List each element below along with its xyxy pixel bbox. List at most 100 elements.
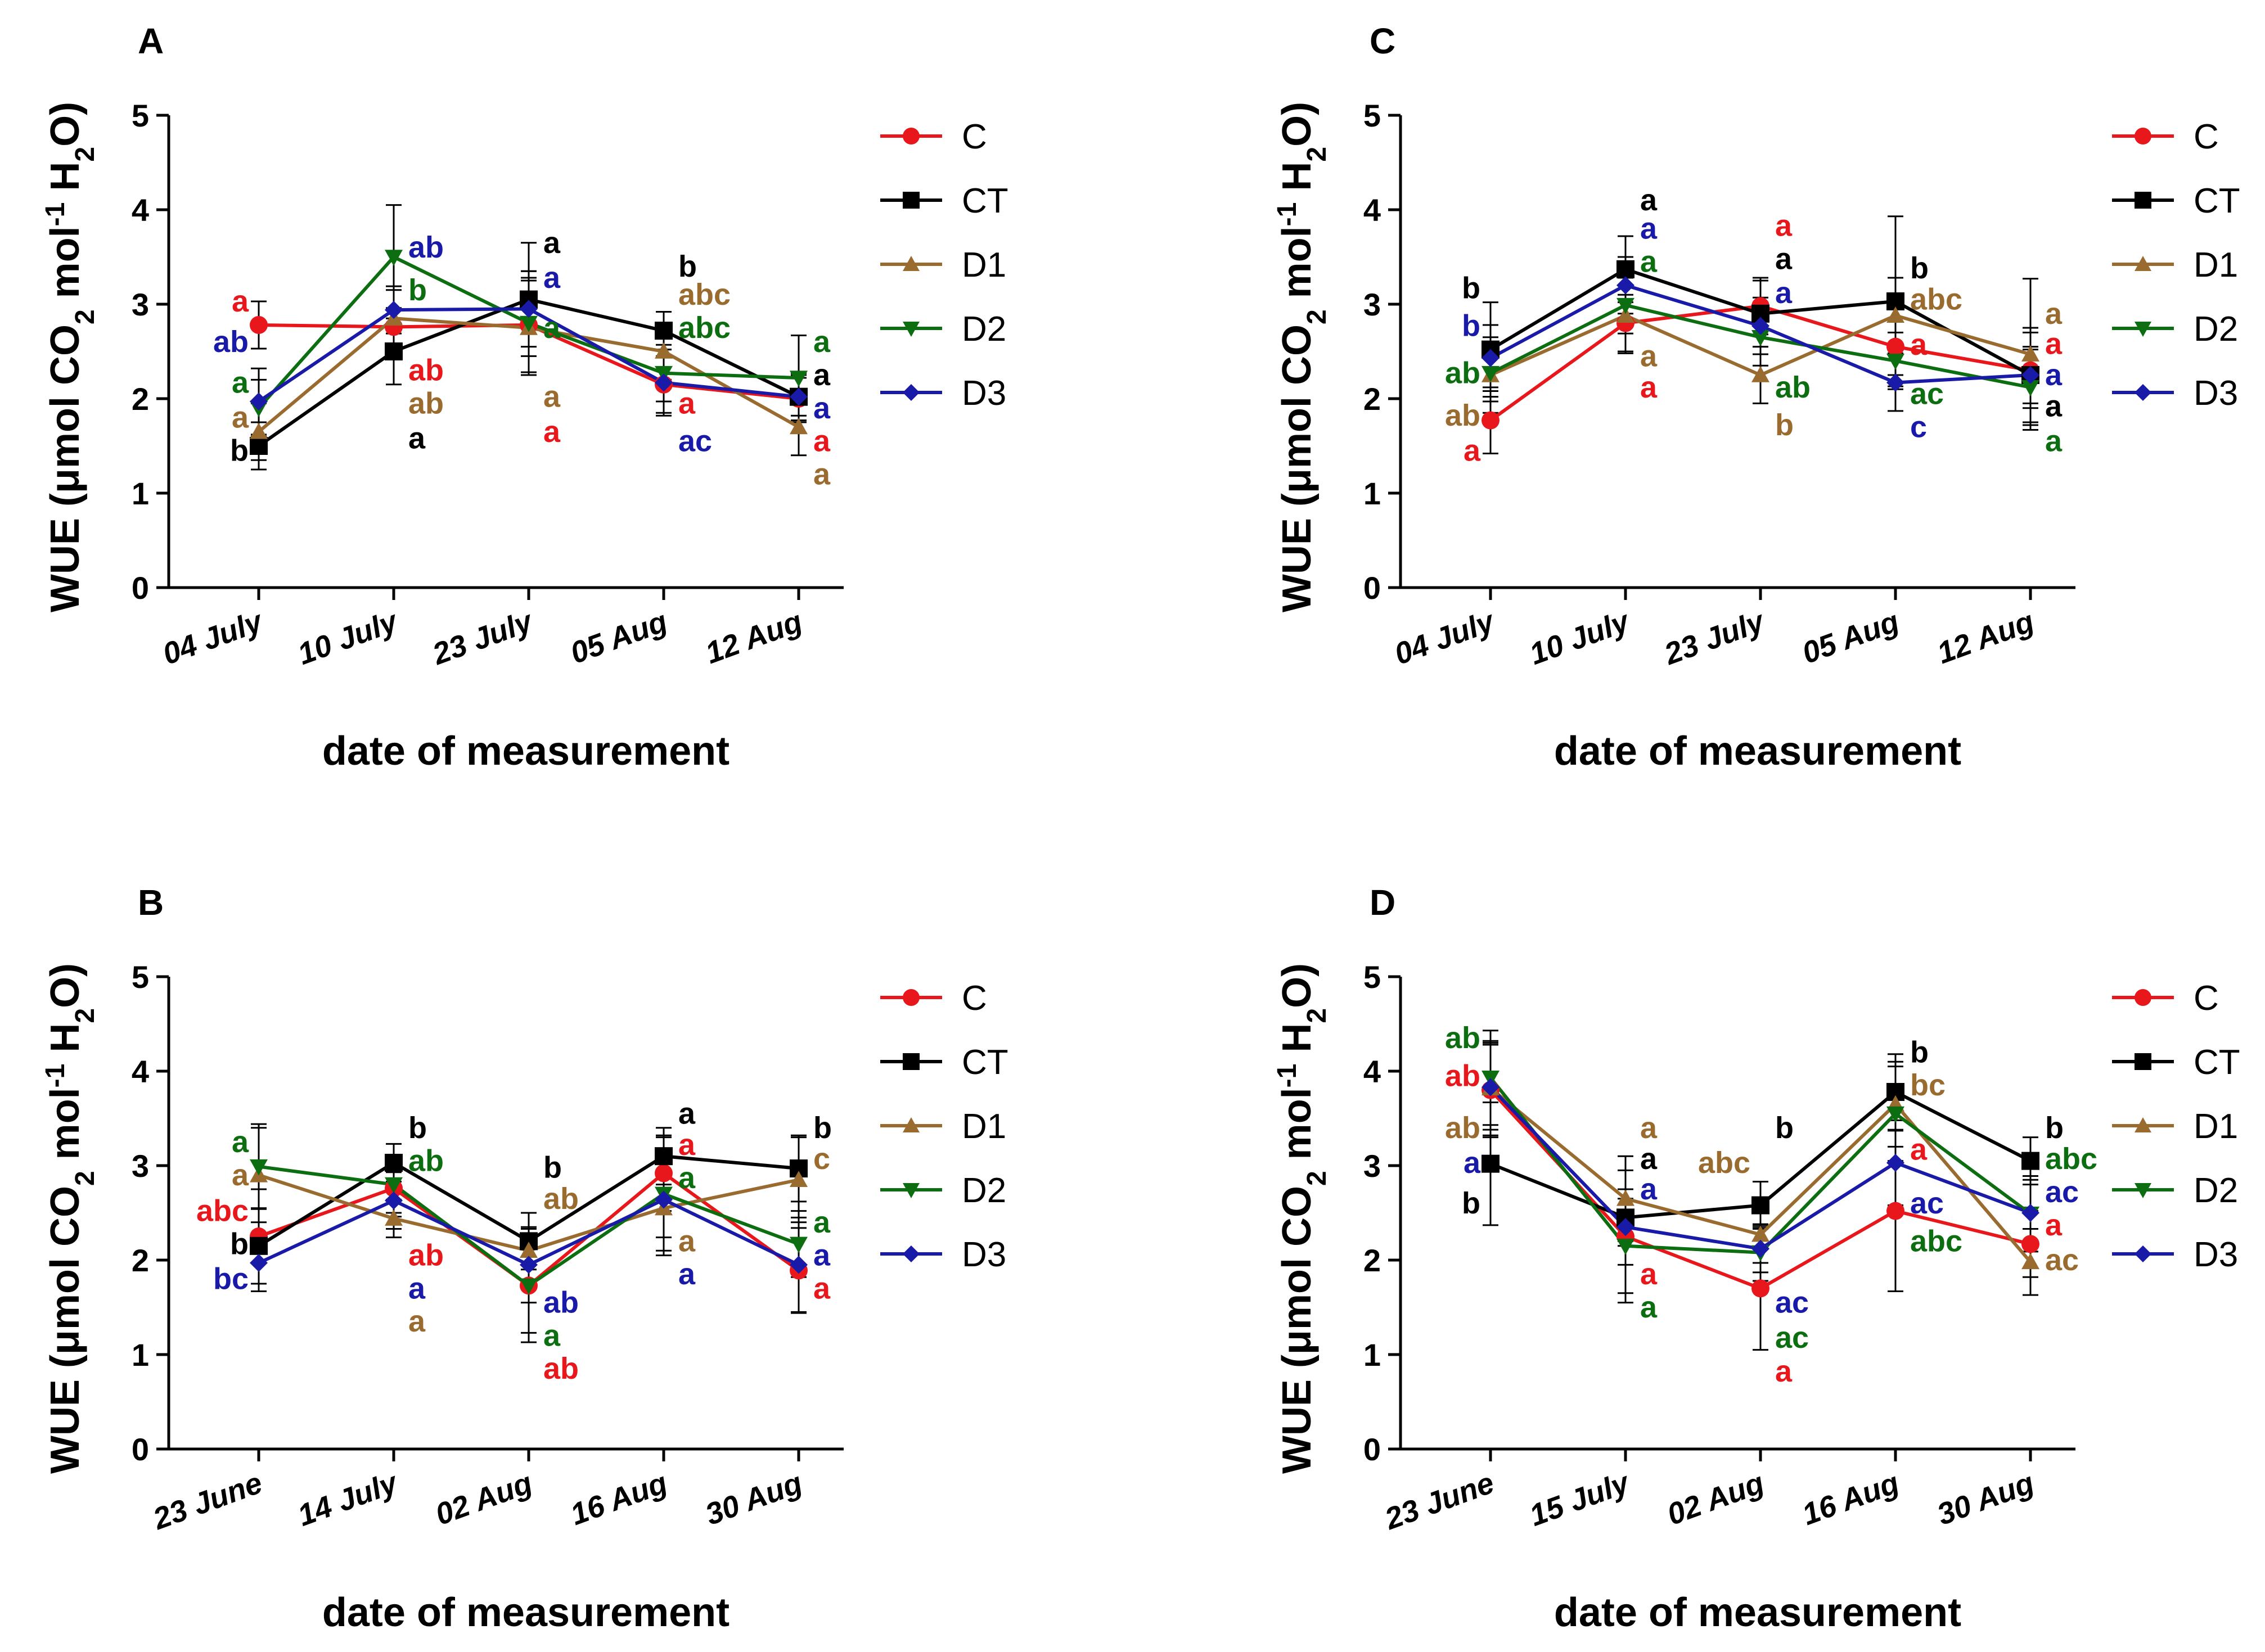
significance-label: a (543, 415, 561, 449)
legend-label: D1 (962, 246, 1006, 285)
significance-label: a (813, 1239, 831, 1272)
significance-label: a (1775, 209, 1793, 243)
y-tick-label: 1 (132, 476, 149, 511)
significance-label: a (543, 380, 561, 414)
legend-marker (903, 384, 920, 401)
data-point-d2 (250, 1159, 268, 1176)
legend-label: D1 (2194, 1107, 2238, 1146)
x-axis-title: date of measurement (1554, 729, 1961, 774)
significance-label: a (2045, 1208, 2063, 1242)
x-tick-label: 10 July (1525, 604, 1635, 671)
y-tick-label: 0 (132, 570, 149, 606)
data-point-ct (1751, 1196, 1769, 1215)
data-point-d1 (1751, 366, 1769, 382)
data-point-d2 (520, 315, 538, 332)
data-point-d3 (2021, 1204, 2039, 1222)
y-axis-title-part: -1 (1272, 1064, 1302, 1088)
data-point-c (1886, 337, 1904, 356)
data-point-d1 (1616, 306, 1634, 323)
significance-label: a (232, 401, 249, 435)
data-point-d3 (1616, 1218, 1634, 1236)
legend-label: CT (962, 1043, 1008, 1082)
significance-label: a (408, 1305, 426, 1338)
significance-label: a (813, 391, 831, 425)
legend-marker (2135, 989, 2151, 1006)
significance-label: ac (1775, 1286, 1809, 1320)
y-axis-title-part: μ (1275, 1330, 1320, 1355)
data-point-c (2021, 1235, 2039, 1253)
x-tick-label: 04 July (159, 604, 268, 671)
data-point-ct (250, 437, 268, 455)
significance-label: a (543, 226, 561, 260)
significance-label: ab (1445, 1059, 1480, 1093)
y-axis-title-part: 2 (1302, 309, 1332, 324)
data-point-c (1886, 1202, 1904, 1220)
legend-marker (2135, 256, 2151, 271)
y-tick-label: 4 (132, 192, 149, 228)
y-tick-label: 1 (132, 1337, 149, 1373)
legend-label: D2 (2194, 1171, 2238, 1210)
legend-marker (903, 1183, 920, 1198)
y-axis-title: WUE (μmol CO2 mol-1 H2O) (40, 963, 100, 1474)
significance-label: bc (1910, 1068, 1946, 1102)
x-tick-label: 12 Aug (1933, 604, 2038, 670)
y-axis-title-part: WUE ( (1275, 493, 1320, 612)
significance-label: a (1910, 1132, 1928, 1166)
data-point-d1 (790, 418, 808, 435)
x-tick-label: 10 July (294, 604, 403, 671)
y-tick-label: 5 (1363, 98, 1381, 133)
y-tick-label: 5 (1363, 959, 1381, 995)
legend-marker (903, 192, 920, 209)
y-tick-label: 4 (132, 1054, 149, 1089)
significance-label: a (813, 325, 831, 359)
significance-label: abc (2045, 1142, 2097, 1176)
data-point-d3 (790, 387, 808, 406)
legend-label: CT (2194, 1043, 2240, 1082)
y-axis-title-part: 2 (70, 309, 100, 324)
significance-label: c (1910, 410, 1927, 444)
data-point-d1 (655, 342, 673, 359)
data-point-d1 (790, 1171, 808, 1187)
data-point-d1 (1751, 1225, 1769, 1242)
y-tick-label: 4 (1363, 192, 1381, 228)
data-point-ct (1482, 1154, 1500, 1173)
data-point-d2 (790, 1236, 808, 1253)
data-point-c (1482, 411, 1500, 430)
chart-panel-a: A WUE (μmol CO2 mol-1 H2O) 0 1 2 3 4 5 04 July 10… (0, 0, 1114, 776)
x-axis-title: date of measurement (1554, 1590, 1961, 1635)
data-point-ct (2021, 1152, 2039, 1170)
significance-label: ab (1445, 1111, 1480, 1145)
data-point-d3 (1886, 1153, 1904, 1172)
data-point-c (1751, 1279, 1769, 1298)
legend-marker (2135, 1245, 2151, 1262)
significance-label: b (408, 273, 427, 307)
significance-label: a (1640, 339, 1658, 373)
data-point-d3 (790, 1256, 808, 1274)
y-axis-title-part: WUE ( (1275, 1355, 1320, 1474)
significance-label: abc (1910, 1224, 1962, 1258)
data-point-d3 (385, 1191, 403, 1210)
significance-label: a (678, 1097, 696, 1131)
data-point-d3 (250, 392, 268, 411)
data-point-d2 (385, 1177, 403, 1194)
significance-label: ac (1775, 1321, 1809, 1355)
y-axis-title-part: 2 (70, 1008, 100, 1023)
x-tick-label: 12 Aug (701, 604, 807, 670)
y-axis-title-part: mol (43, 1087, 88, 1171)
legend-label: C (962, 118, 987, 156)
data-point-d2 (520, 1278, 538, 1295)
significance-label: b (230, 434, 249, 467)
significance-label: a (2045, 327, 2063, 361)
data-point-d2 (2021, 380, 2039, 396)
y-axis-title-part: μ (43, 1330, 88, 1355)
data-point-c (250, 315, 268, 334)
data-point-d2 (385, 250, 403, 266)
x-axis-title: date of measurement (322, 1590, 730, 1635)
significance-label: a (1775, 1355, 1793, 1388)
significance-label: a (232, 285, 249, 318)
significance-label: b (1462, 271, 1480, 305)
x-tick-label: 23 June (1380, 1466, 1498, 1537)
y-axis-title: WUE (μmol CO2 mol-1 H2O) (1272, 963, 1332, 1474)
data-point-ct (655, 1147, 673, 1166)
